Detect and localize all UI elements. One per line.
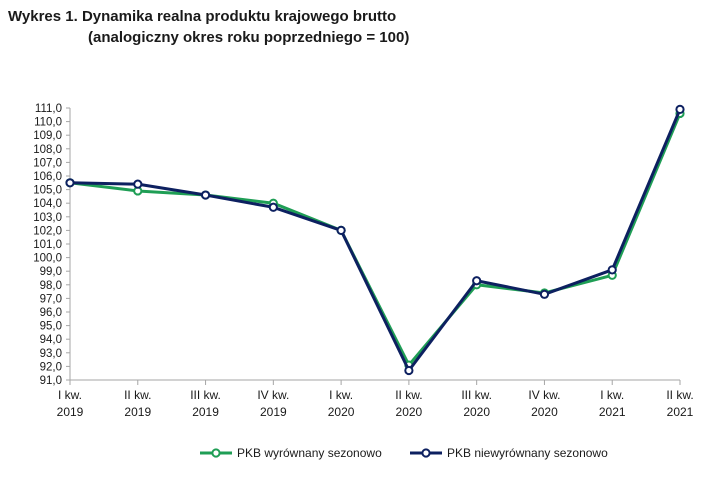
y-tick-label: 110,0 bbox=[34, 117, 62, 129]
y-tick-label: 105,0 bbox=[33, 185, 62, 197]
data-point bbox=[404, 365, 414, 376]
y-tick-label: 92,0 bbox=[40, 361, 62, 373]
x-tick-label-quarter: IV kw. bbox=[257, 388, 289, 402]
series-1 bbox=[65, 108, 685, 370]
data-point bbox=[472, 276, 482, 286]
legend-item-2: PKB niewyrównany sezonowo bbox=[410, 446, 608, 460]
legend-swatch-marker bbox=[421, 448, 431, 458]
x-tick-label-year: 2020 bbox=[328, 405, 355, 419]
x-tick-label-quarter: I kw. bbox=[600, 388, 624, 402]
series-line bbox=[69, 112, 682, 367]
data-point bbox=[200, 190, 211, 200]
y-tick-label: 103,0 bbox=[33, 212, 62, 224]
x-tick-label-year: 2021 bbox=[599, 405, 626, 419]
x-tick-label-year: 2020 bbox=[396, 405, 423, 419]
y-tick-label: 96,0 bbox=[40, 307, 62, 319]
x-tick-label-year: 2020 bbox=[531, 405, 558, 419]
x-tick-label-quarter: I kw. bbox=[58, 388, 82, 402]
y-tick-label: 104,0 bbox=[33, 198, 62, 210]
y-tick-label: 102,0 bbox=[33, 225, 62, 237]
y-tick-label: 111,0 bbox=[35, 103, 62, 115]
x-tick-label-quarter: II kw. bbox=[124, 388, 151, 402]
y-tick-label: 91,0 bbox=[40, 375, 62, 387]
y-tick-label: 106,0 bbox=[33, 171, 62, 183]
y-axis: 91,0 92,093,0 94,095,0 96,0 97,098,0 99,0100,… bbox=[33, 103, 71, 387]
x-tick-label-quarter: II kw. bbox=[666, 388, 693, 402]
series-line bbox=[69, 108, 682, 372]
y-tick-label: 108,0 bbox=[33, 144, 62, 156]
y-tick-label: 98,0 bbox=[40, 280, 62, 292]
legend-label: PKB wyrównany sezonowo bbox=[237, 446, 382, 460]
x-tick-label-year: 2019 bbox=[260, 405, 287, 419]
x-tick-label-year: 2019 bbox=[192, 405, 219, 419]
y-tick-label: 94,0 bbox=[40, 334, 62, 346]
x-tick-label-year: 2021 bbox=[667, 405, 694, 419]
y-tick-label: 100,0 bbox=[33, 253, 62, 265]
x-tick-label-year: 2019 bbox=[124, 405, 151, 419]
x-tick-label-quarter: III kw. bbox=[461, 388, 492, 402]
y-tick-label: 109,0 bbox=[33, 130, 62, 142]
legend-label: PKB niewyrównany sezonowo bbox=[447, 446, 608, 460]
data-point bbox=[607, 265, 617, 275]
legend-item-1: PKB wyrównany sezonowo bbox=[200, 446, 382, 460]
legend: PKB wyrównany sezonowo PKB niewyrównany s… bbox=[200, 446, 608, 460]
x-tick-label-quarter: II kw. bbox=[395, 388, 422, 402]
data-point bbox=[268, 202, 278, 212]
data-point bbox=[539, 289, 550, 299]
x-tick-label-quarter: IV kw. bbox=[528, 388, 560, 402]
data-point bbox=[336, 225, 346, 235]
series-2 bbox=[65, 104, 685, 376]
chart-title-line2: (analogiczny okres roku poprzedniego = 1… bbox=[88, 29, 410, 46]
x-tick-label-quarter: III kw. bbox=[190, 388, 221, 402]
data-point bbox=[65, 178, 75, 188]
x-tick-label-quarter: I kw. bbox=[329, 388, 353, 402]
y-tick-label: 93,0 bbox=[40, 348, 62, 360]
chart-title: Wykres 1. Dynamika realna produktu krajo… bbox=[8, 6, 409, 48]
y-tick-label: 107,0 bbox=[33, 157, 62, 169]
series-layer bbox=[65, 104, 685, 376]
x-axis: I kw. 2019 II kw. 2019 III kw. 2019 IV kw. 2019… bbox=[57, 379, 694, 419]
x-tick-label-year: 2019 bbox=[57, 405, 84, 419]
y-tick-label: 99,0 bbox=[40, 266, 62, 278]
legend-swatch-marker bbox=[211, 448, 221, 458]
y-tick-label: 97,0 bbox=[40, 293, 62, 305]
chart-title-line1: Wykres 1. Dynamika realna produktu krajo… bbox=[8, 8, 397, 25]
x-tick-label-year: 2020 bbox=[463, 405, 490, 419]
y-tick-label: 101,0 bbox=[33, 239, 62, 251]
y-tick-label: 95,0 bbox=[40, 321, 62, 333]
data-point bbox=[133, 179, 143, 189]
data-point bbox=[675, 104, 685, 114]
